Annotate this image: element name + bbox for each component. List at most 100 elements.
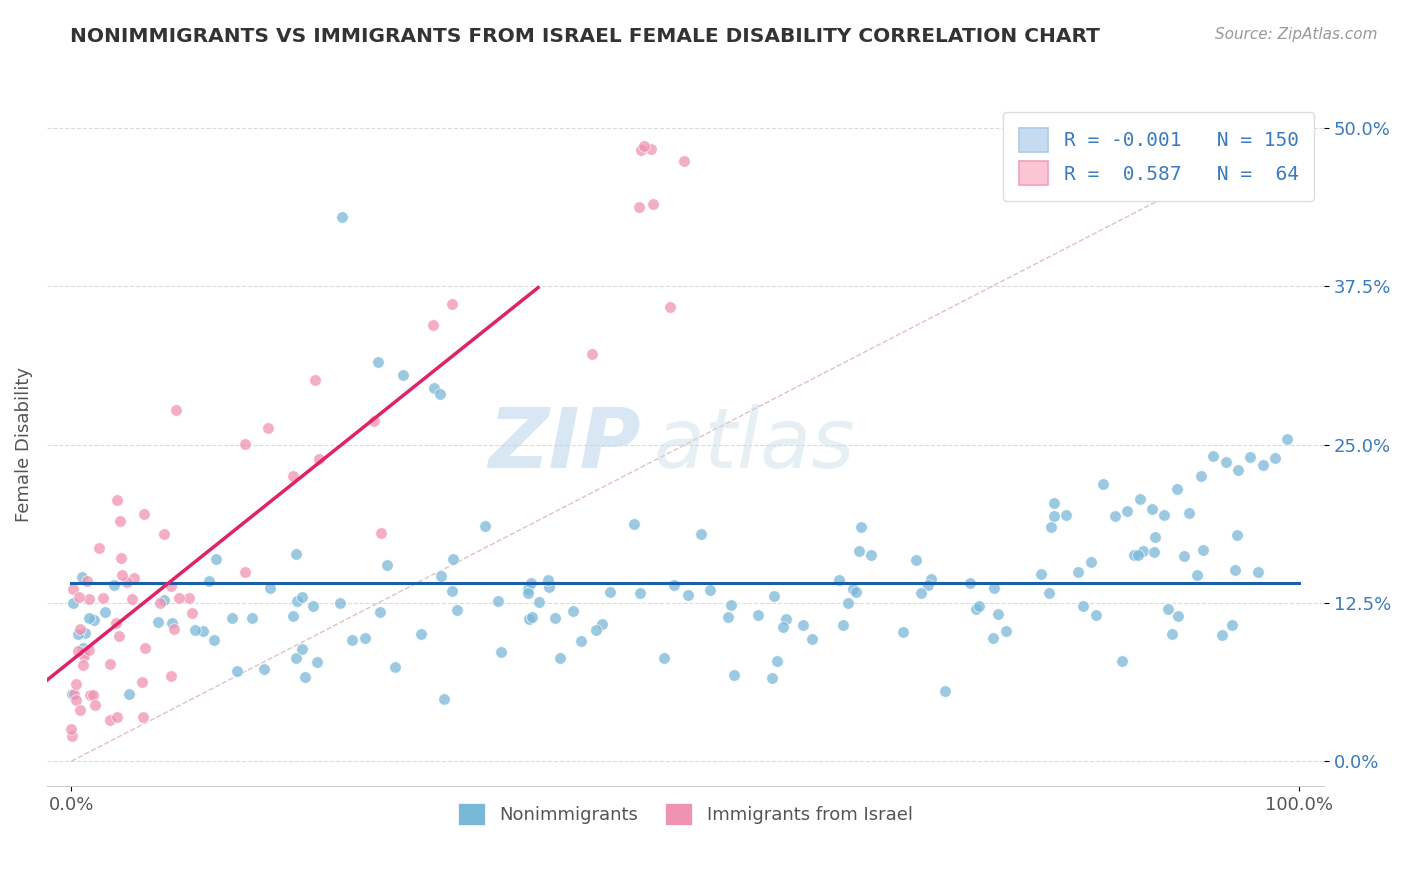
Point — [1126, 548, 1149, 562]
Point — [285, 594, 308, 608]
Point — [110, 551, 132, 566]
Point — [1161, 627, 1184, 641]
Point — [65, 676, 87, 690]
Point — [1153, 508, 1175, 523]
Y-axis label: Female Disability: Female Disability — [15, 367, 32, 522]
Point — [183, 623, 205, 637]
Point — [353, 631, 375, 645]
Text: Source: ZipAtlas.com: Source: ZipAtlas.com — [1215, 27, 1378, 42]
Point — [1226, 462, 1249, 476]
Point — [544, 610, 567, 624]
Point — [370, 525, 392, 540]
Point — [134, 640, 156, 655]
Point — [1215, 455, 1237, 469]
Point — [643, 196, 665, 211]
Point — [72, 657, 94, 672]
Point — [1167, 608, 1189, 623]
Point — [233, 437, 256, 451]
Point — [1189, 468, 1212, 483]
Point — [848, 544, 870, 558]
Point — [308, 451, 330, 466]
Point — [630, 143, 652, 157]
Point — [63, 687, 86, 701]
Point — [441, 552, 464, 566]
Point — [221, 610, 243, 624]
Point — [329, 596, 352, 610]
Point — [165, 403, 187, 417]
Point — [1173, 549, 1195, 564]
Point — [983, 581, 1005, 595]
Point — [167, 591, 190, 606]
Point — [1085, 608, 1108, 623]
Point — [225, 664, 247, 678]
Point — [77, 642, 100, 657]
Point — [1187, 567, 1209, 582]
Point — [67, 644, 90, 658]
Point — [1247, 565, 1270, 579]
Point — [995, 624, 1018, 638]
Point — [662, 578, 685, 592]
Point — [581, 347, 603, 361]
Point — [253, 662, 276, 676]
Point — [284, 651, 307, 665]
Point — [917, 578, 939, 592]
Point — [1211, 628, 1233, 642]
Point — [717, 610, 740, 624]
Point — [1251, 458, 1274, 473]
Point — [342, 632, 364, 647]
Point — [430, 568, 453, 582]
Point — [801, 632, 824, 647]
Point — [73, 648, 96, 663]
Point — [160, 579, 183, 593]
Point — [82, 688, 104, 702]
Point — [920, 572, 942, 586]
Point — [849, 520, 872, 534]
Point — [363, 414, 385, 428]
Point — [527, 595, 550, 609]
Point — [103, 577, 125, 591]
Point — [368, 605, 391, 619]
Point — [446, 603, 468, 617]
Point — [105, 709, 128, 723]
Point — [440, 584, 463, 599]
Point — [108, 514, 131, 528]
Point — [747, 607, 769, 622]
Point — [83, 613, 105, 627]
Point — [67, 591, 90, 605]
Point — [330, 210, 353, 224]
Point — [1223, 563, 1246, 577]
Point — [1111, 654, 1133, 668]
Point — [1039, 519, 1062, 533]
Point — [519, 575, 541, 590]
Point — [87, 541, 110, 555]
Point — [432, 692, 454, 706]
Point — [98, 657, 121, 671]
Point — [60, 729, 83, 743]
Point — [536, 574, 558, 588]
Point — [678, 588, 700, 602]
Point — [659, 300, 682, 314]
Point — [204, 632, 226, 647]
Point — [1043, 496, 1066, 510]
Point — [429, 387, 451, 401]
Point — [291, 591, 314, 605]
Point — [107, 629, 129, 643]
Point — [76, 574, 98, 588]
Point — [294, 670, 316, 684]
Point — [489, 645, 512, 659]
Point — [934, 683, 956, 698]
Point — [115, 575, 138, 590]
Point — [965, 602, 987, 616]
Point — [384, 660, 406, 674]
Point — [720, 598, 742, 612]
Point — [1116, 504, 1139, 518]
Point — [762, 590, 785, 604]
Point — [77, 592, 100, 607]
Point — [522, 610, 544, 624]
Point — [163, 622, 186, 636]
Point — [304, 373, 326, 387]
Point — [69, 703, 91, 717]
Point — [367, 355, 389, 369]
Point — [1123, 548, 1146, 562]
Point — [1202, 449, 1225, 463]
